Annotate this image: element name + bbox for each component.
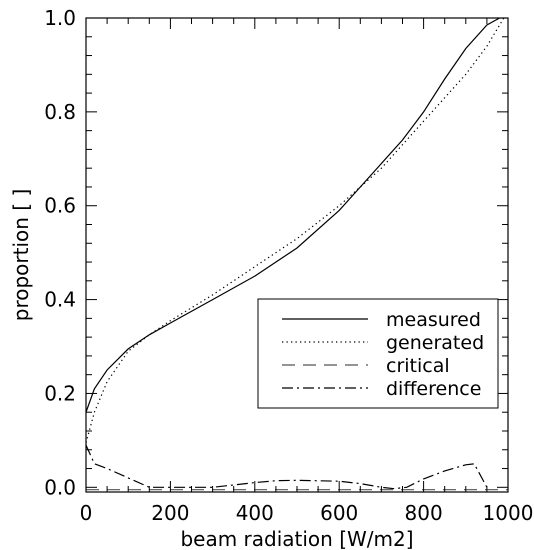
x-tick-label: 800 [405,501,443,525]
y-tick-label: 0.0 [44,475,76,499]
legend-label-generated: generated [386,332,484,354]
series-line-generated [85,17,505,443]
x-tick-label: 600 [320,501,358,525]
legend-label-critical: critical [386,355,450,377]
y-axis-label: proportion [ ] [9,189,33,322]
x-tick-label: 1000 [483,501,534,525]
x-axis-label: beam radiation [W/m2] [180,527,413,550]
axes-layer: 0 200 400 600 800 1000 0.0 0.2 0.4 0.6 0.8 1.0 [44,6,533,525]
series-line-difference [85,444,488,490]
x-tick-label: 400 [236,501,274,525]
y-tick-label: 0.6 [44,194,76,218]
y-tick-label: 0.2 [44,381,76,405]
legend-label-measured: measured [386,309,481,331]
x-tick-label: 0 [80,501,93,525]
y-tick-label: 0.8 [44,100,76,124]
series-layer [85,17,508,491]
series-line-measured [85,17,500,413]
x-tick-label: 200 [151,501,189,525]
legend-box [257,298,499,409]
y-tick-label: 1.0 [44,6,76,30]
plot-frame [85,17,509,493]
y-tick-label: 0.4 [44,288,76,312]
legend-label-difference: difference [386,378,481,400]
